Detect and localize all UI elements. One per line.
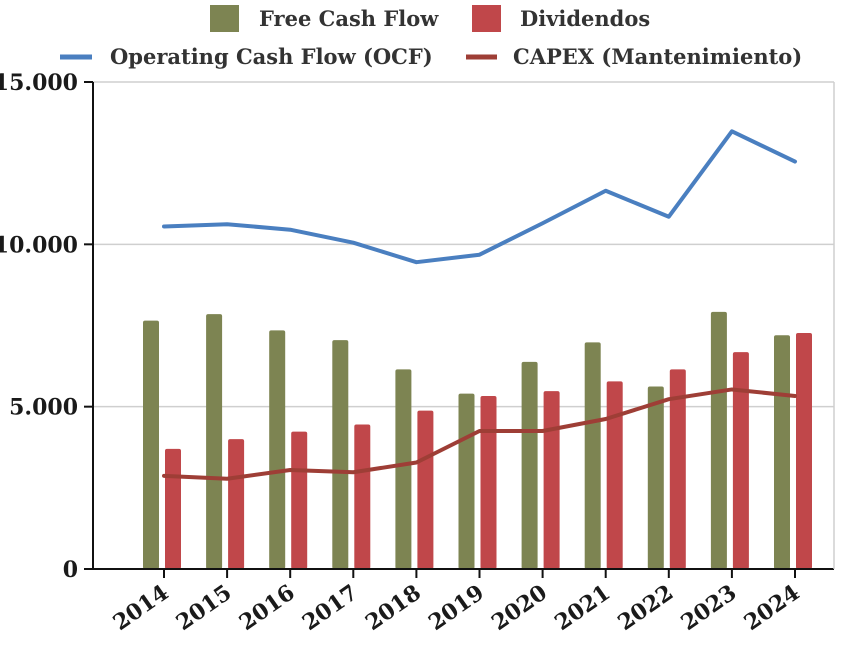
x-tick-label-2016: 2016: [235, 580, 300, 636]
x-tick-label-2019: 2019: [424, 580, 489, 636]
bar-free-cash-flow-2020: [521, 361, 538, 569]
legend-swatch-dividendos: [472, 5, 501, 32]
legend-swatch-free-cash-flow: [210, 5, 239, 32]
x-tick-label-2022: 2022: [613, 580, 678, 636]
x-tick-label-2020: 2020: [487, 580, 552, 636]
bar-free-cash-flow-2018: [395, 369, 412, 569]
y-axis-ticks: 0 5.000 10.000 15.000: [0, 70, 93, 583]
line-ocf: [162, 129, 797, 265]
axes: [92, 82, 835, 570]
y-tick-label-0: 0: [63, 557, 78, 583]
bar-dividendos-2023: [732, 352, 749, 569]
bar-dividendos-2021: [606, 381, 623, 569]
bar-dividendos-2019: [480, 395, 497, 569]
bar-dividendos-2024: [796, 332, 812, 569]
bar-dividendos-2015: [228, 439, 245, 569]
x-tick-label-2018: 2018: [361, 580, 426, 636]
bar-dividendos-2016: [291, 431, 308, 569]
bar-free-cash-flow-2014: [143, 320, 159, 569]
bar-free-cash-flow-2016: [269, 330, 286, 569]
y-tick-label-1: 5.000: [9, 395, 78, 421]
series-lines: [162, 129, 797, 481]
x-tick-label-2014: 2014: [108, 580, 173, 636]
bar-dividendos-2017: [354, 424, 371, 569]
y-tick-label-2: 10.000: [0, 232, 78, 258]
legend-label-dividendos: Dividendos: [520, 6, 650, 31]
bar-free-cash-flow-2022: [647, 386, 664, 569]
bar-free-cash-flow-2015: [206, 314, 223, 569]
series-dividendos: [165, 332, 812, 569]
series-free-cash-flow: [143, 311, 790, 569]
bar-dividendos-2018: [417, 410, 434, 569]
legend: Free Cash Flow Dividendos Operating Cash…: [60, 5, 802, 69]
line-capex: [162, 387, 797, 481]
bar-free-cash-flow-2017: [332, 340, 349, 569]
bar-free-cash-flow-2021: [584, 342, 601, 569]
bar-free-cash-flow-2023: [710, 311, 727, 569]
legend-label-capex: CAPEX (Mantenimiento): [513, 44, 802, 69]
bar-free-cash-flow-2024: [774, 335, 790, 569]
x-axis-ticks: 2014201520162017201820192020202120222023…: [108, 569, 804, 636]
x-tick-label-2023: 2023: [676, 580, 741, 636]
bar-dividendos-2022: [669, 369, 686, 569]
bar-dividendos-2014: [165, 448, 181, 569]
x-tick-label-2015: 2015: [171, 580, 236, 636]
legend-label-free-cash-flow: Free Cash Flow: [259, 6, 439, 31]
legend-label-ocf: Operating Cash Flow (OCF): [110, 44, 433, 69]
y-tick-label-3: 15.000: [0, 70, 78, 96]
x-tick-label-2017: 2017: [298, 580, 363, 636]
bar-free-cash-flow-2019: [458, 393, 475, 569]
x-tick-label-2021: 2021: [550, 580, 615, 636]
bar-dividendos-2020: [543, 391, 560, 569]
x-tick-label-2024: 2024: [739, 580, 804, 636]
